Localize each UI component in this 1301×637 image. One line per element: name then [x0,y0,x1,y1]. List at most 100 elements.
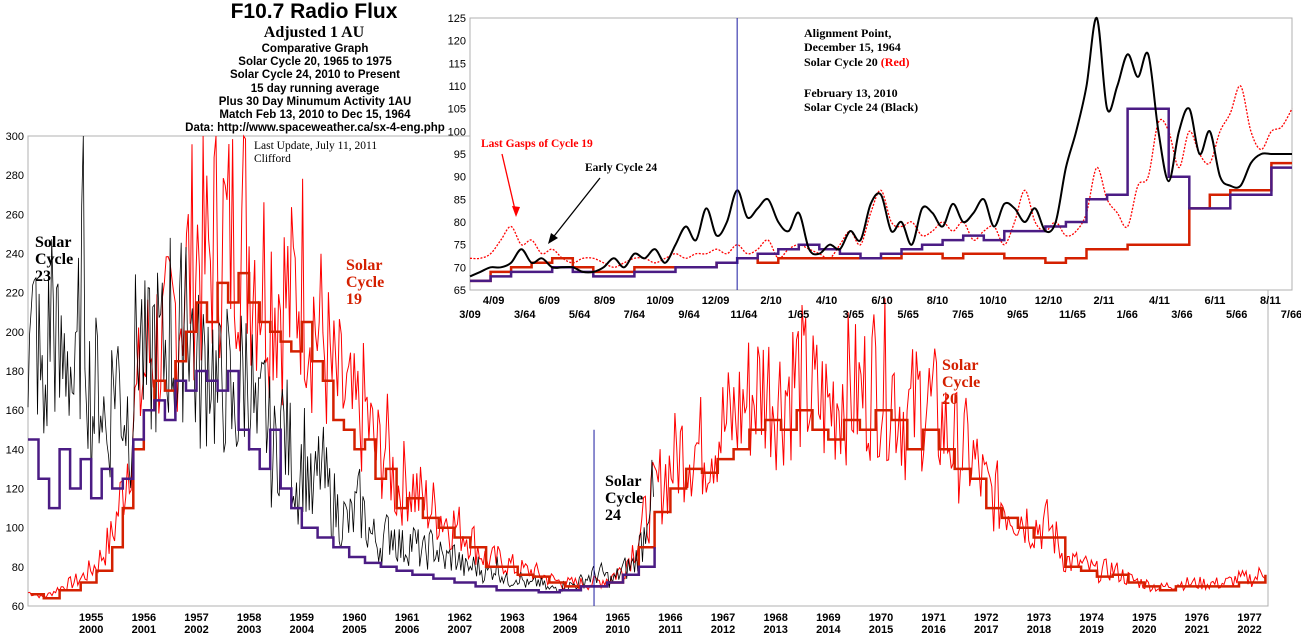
label-solar-cycle-23-line-2: Cycle [35,251,73,268]
label-solar-cycle-24-line-2: Cycle [605,490,643,507]
main-x-tick-bottom-2020: 2020 [1132,624,1156,636]
main-x-tick-bottom-2019: 2019 [1079,624,1103,636]
last-gasps-arrow [501,153,517,215]
main-x-tick-top-1970: 1970 [869,612,893,624]
main-y-tick-180: 180 [6,366,24,378]
main-x-tick-bottom-2001: 2001 [132,624,156,636]
inset-cycle24-line [469,16,1292,278]
inset-y-tick-70: 70 [454,262,466,274]
main-x-tick-bottom-2016: 2016 [921,624,945,636]
inset-y-tick-85: 85 [454,194,466,206]
main-x-tick-bottom-2017: 2017 [974,624,998,636]
last-gasps-label: Last Gasps of Cycle 19 [481,138,593,150]
inset-x-tick-bottom-9-65: 9/65 [1007,309,1028,321]
inset-x-tick-bottom-9-64: 9/64 [678,309,700,321]
inset-x-tick-top-4-09: 4/09 [483,295,504,307]
inset-x-tick-top-10-09: 10/09 [646,295,674,307]
main-x-tick-bottom-2018: 2018 [1027,624,1051,636]
inset-x-tick-bottom-3-09: 3/09 [459,309,480,321]
main-x-tick-top-1958: 1958 [237,612,261,624]
main-x-tick-bottom-2003: 2003 [237,624,261,636]
main-y-tick-160: 160 [6,405,24,417]
inset-x-tick-bottom-1-66: 1/66 [1116,309,1137,321]
chart-data-source: Data: http://www.spaceweather.ca/sx-4-en… [185,122,445,134]
inset-x-tick-top-8-09: 8/09 [594,295,615,307]
main-x-tick-top-1977: 1977 [1237,612,1261,624]
inset-cycle20-average-line [470,161,1292,283]
inset-x-tick-bottom-5-65: 5/65 [897,309,918,321]
inset-x-tick-top-12-09: 12/09 [702,295,730,307]
main-x-tick-top-1963: 1963 [500,612,524,624]
label-solar-cycle-23-line-3: 23 [35,268,51,285]
main-x-tick-top-1966: 1966 [658,612,682,624]
main-y-tick-260: 260 [6,209,24,221]
inset-x-tick-bottom-7-66: 7/66 [1281,309,1301,321]
main-x-tick-top-1971: 1971 [921,612,945,624]
main-x-tick-bottom-2022: 2022 [1237,624,1261,636]
minimum-activity-line [28,369,656,594]
main-x-tick-top-1965: 1965 [605,612,629,624]
main-x-tick-top-1959: 1959 [290,612,314,624]
chart-info-line-5: Plus 30 Day Minumum Activity 1AU [218,96,412,108]
main-x-tick-top-1972: 1972 [974,612,998,624]
main-x-tick-top-1975: 1975 [1132,612,1156,624]
inset-x-tick-top-2-10: 2/10 [760,295,781,307]
inset-y-tick-110: 110 [448,81,466,93]
inset-x-tick-top-4-11: 4/11 [1149,295,1170,307]
last-update: Last Update, July 11, 2011 [254,140,378,152]
inset-y-tick-100: 100 [448,126,466,138]
main-y-tick-300: 300 [6,131,24,143]
main-x-tick-bottom-2002: 2002 [184,624,208,636]
inset-x-tick-top-6-09: 6/09 [538,295,559,307]
label-solar-cycle-19-line-3: 19 [346,291,362,308]
last-gasps-arrowhead [512,206,520,217]
label-solar-cycle-20-line-1: Solar [942,357,978,374]
chart-title: F10.7 Radio Flux [230,0,398,23]
cycle20-running-average-line [30,271,1267,600]
main-x-tick-bottom-2005: 2005 [342,624,366,636]
inset-y-tick-120: 120 [448,36,466,48]
inset-x-tick-top-8-11: 8/11 [1260,295,1281,307]
main-y-tick-200: 200 [6,327,24,339]
main-y-tick-220: 220 [6,288,24,300]
main-x-tick-bottom-2004: 2004 [290,624,315,636]
author: Clifford [254,153,291,165]
chart-info-line-2: Solar Cycle 20, 1965 to 1975 [238,56,392,68]
inset-y-tick-75: 75 [454,240,466,252]
chart-info-line-1: Comparative Graph [261,43,369,55]
inset-y-tick-115: 115 [448,58,466,70]
inset-y-tick-125: 125 [448,13,466,25]
inset-x-tick-bottom-11-64: 11/64 [730,309,758,321]
alignment-note-line-5: Solar Cycle 24 (Black) [804,100,918,114]
inset-plot: 65 70 75 80 85 90 95 100 105 110 115 120 125 4/09 6/09… [448,13,1301,321]
label-solar-cycle-20-line-3: 20 [942,391,958,408]
main-x-tick-bottom-2000: 2000 [79,624,103,636]
main-x-tick-top-1974: 1974 [1079,612,1104,624]
alignment-note-line-2: December 15, 1964 [804,40,901,54]
main-y-tick-240: 240 [6,249,24,261]
main-x-tick-top-1960: 1960 [342,612,366,624]
label-solar-cycle-20-line-2: Cycle [942,374,980,391]
main-y-tick-60: 60 [12,601,24,613]
main-y-tick-140: 140 [6,444,24,456]
inset-x-tick-bottom-7-65: 7/65 [952,309,973,321]
main-y-tick-80: 80 [12,562,24,574]
inset-x-tick-bottom-5-66: 5/66 [1226,309,1247,321]
inset-y-tick-80: 80 [454,217,466,229]
inset-x-tick-bottom-11-65: 11/65 [1059,309,1086,321]
inset-y-tick-65: 65 [454,285,466,297]
inset-x-tick-top-6-10: 6/10 [871,295,892,307]
main-x-tick-top-1957: 1957 [184,612,208,624]
early-cycle-24-label: Early Cycle 24 [585,162,657,174]
main-y-tick-100: 100 [6,523,24,535]
main-y-tick-120: 120 [6,484,24,496]
chart-info-line-3: Solar Cycle 24, 2010 to Present [229,69,401,81]
inset-x-tick-bottom-3-64: 3/64 [514,309,536,321]
main-x-tick-bottom-2009: 2009 [553,624,577,636]
main-x-tick-top-1964: 1964 [553,612,578,624]
main-x-tick-top-1955: 1955 [79,612,103,624]
inset-y-tick-105: 105 [448,104,466,116]
chart-info-line-6: Match Feb 13, 2010 to Dec 15, 1964 [219,109,411,121]
alignment-note-line-3: Solar Cycle 20 (Red) [804,55,909,69]
alignment-note-line-1: Alignment Point, [804,26,891,40]
